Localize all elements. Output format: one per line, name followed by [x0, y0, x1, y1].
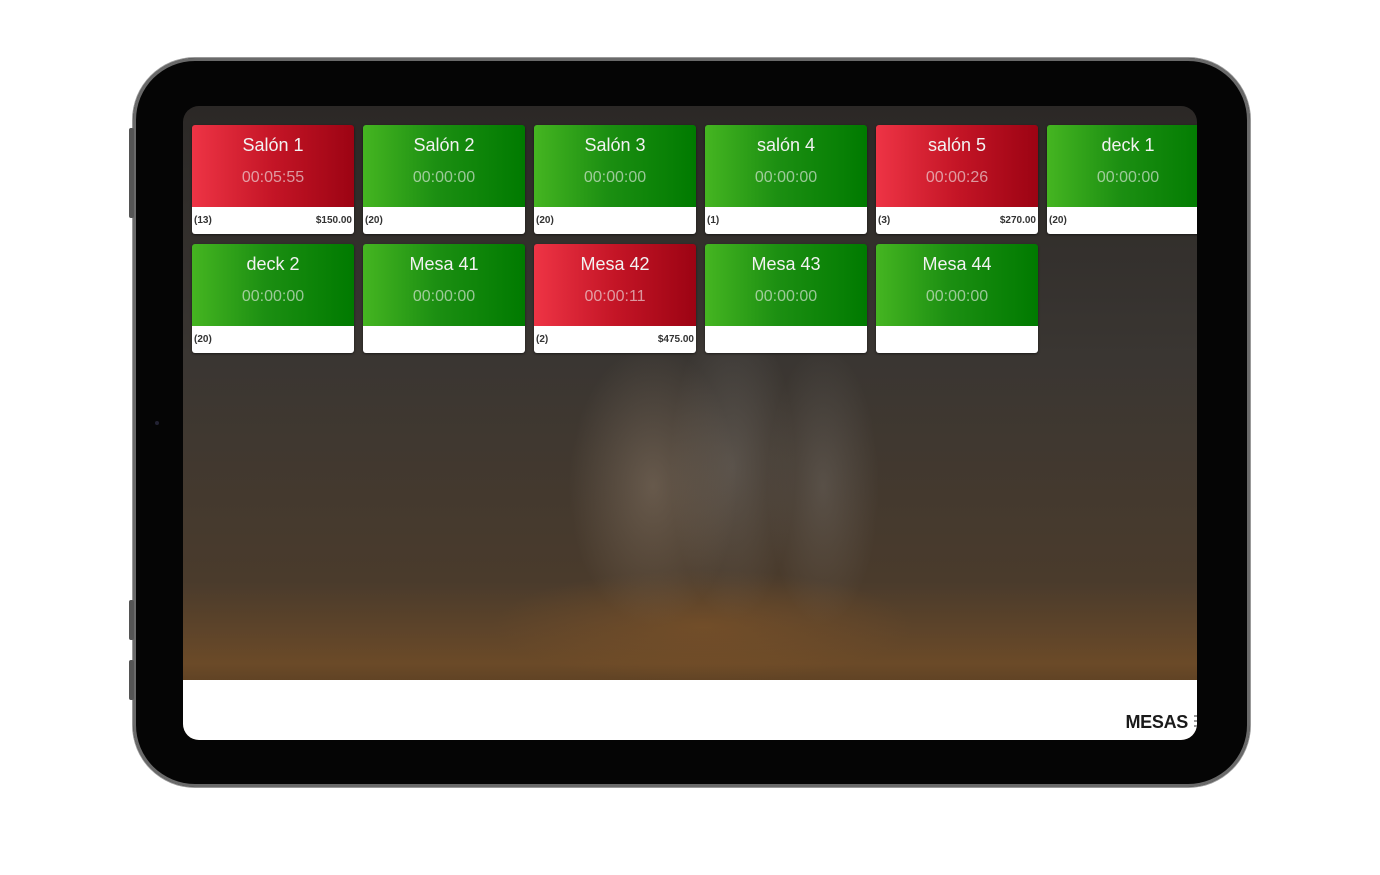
table-tile[interactable]: Salón 3 00:00:00 (20)	[534, 125, 696, 234]
table-timer: 00:00:11	[584, 288, 646, 305]
table-timer: 00:00:00	[754, 169, 818, 186]
table-guests: (3)	[878, 215, 891, 226]
table-footer: (13) $150.00	[192, 207, 354, 234]
bottom-bar: MESAS	[183, 680, 1197, 740]
table-timer: 00:00:00	[412, 288, 476, 305]
table-status-area: Salón 1 00:05:55	[192, 125, 354, 207]
table-timer: 00:00:00	[412, 169, 476, 186]
table-name: deck 2	[246, 254, 300, 274]
more-vert-icon[interactable]	[1194, 715, 1197, 729]
table-name: Mesa 42	[580, 254, 650, 274]
table-timer: 00:00:00	[583, 169, 647, 186]
table-tile[interactable]: Mesa 41 00:00:00	[363, 244, 525, 353]
table-status-area: Mesa 42 00:00:11	[534, 244, 696, 326]
table-status-area: deck 1 00:00:00	[1047, 125, 1197, 207]
table-tile[interactable]: Mesa 43 00:00:00	[705, 244, 867, 353]
table-footer	[705, 326, 867, 353]
volume-button	[129, 128, 134, 218]
table-status-area: Mesa 41 00:00:00	[363, 244, 525, 326]
table-amount: $150.00	[315, 215, 352, 226]
table-guests: (20)	[1049, 215, 1067, 226]
table-guests: (20)	[536, 215, 554, 226]
table-name: Mesa 41	[409, 254, 479, 274]
side-button	[129, 600, 134, 640]
table-name: Mesa 43	[751, 254, 821, 274]
table-status-area: Salón 3 00:00:00	[534, 125, 696, 207]
table-footer: (3) $270.00	[876, 207, 1038, 234]
camera-icon	[155, 421, 159, 425]
table-timer: 00:00:00	[241, 288, 305, 305]
side-button	[129, 660, 134, 700]
table-name: Salón 2	[413, 135, 475, 155]
table-footer: (1)	[705, 207, 867, 234]
table-tile[interactable]: Salón 1 00:05:55 (13) $150.00	[192, 125, 354, 234]
table-name: salón 5	[927, 135, 987, 155]
table-status-area: salón 4 00:00:00	[705, 125, 867, 207]
table-name: Salón 1	[242, 135, 304, 155]
table-status-area: Mesa 43 00:00:00	[705, 244, 867, 326]
table-amount: $270.00	[999, 215, 1036, 226]
table-footer: (20)	[192, 326, 354, 353]
table-status-area: salón 5 00:00:26	[876, 125, 1038, 207]
table-tile[interactable]: Salón 2 00:00:00 (20)	[363, 125, 525, 234]
table-footer	[363, 326, 525, 353]
table-tile[interactable]: deck 2 00:00:00 (20)	[192, 244, 354, 353]
table-tile[interactable]: salón 4 00:00:00 (1)	[705, 125, 867, 234]
table-guests: (1)	[707, 215, 720, 226]
table-name: Salón 3	[584, 135, 646, 155]
table-timer: 00:00:00	[1096, 169, 1160, 186]
table-tile[interactable]: salón 5 00:00:26 (3) $270.00	[876, 125, 1038, 234]
table-tile[interactable]: Mesa 42 00:00:11 (2) $475.00	[534, 244, 696, 353]
table-guests: (20)	[194, 334, 212, 345]
table-status-area: Mesa 44 00:00:00	[876, 244, 1038, 326]
table-status-area: deck 2 00:00:00	[192, 244, 354, 326]
app-screen: Salón 1 00:05:55 (13) $150.00 Salón 2 00…	[183, 106, 1197, 740]
table-status-area: Salón 2 00:00:00	[363, 125, 525, 207]
table-footer: (20)	[363, 207, 525, 234]
tab-mesas[interactable]: MESAS	[1125, 712, 1188, 732]
table-footer: (20)	[1047, 207, 1197, 234]
table-amount: $475.00	[657, 334, 694, 345]
table-guests: (20)	[365, 215, 383, 226]
table-timer: 00:00:26	[925, 169, 989, 186]
table-footer	[876, 326, 1038, 353]
table-tile[interactable]: deck 1 00:00:00 (20)	[1047, 125, 1197, 234]
table-guests: (2)	[536, 334, 549, 345]
table-footer: (20)	[534, 207, 696, 234]
table-name: Mesa 44	[922, 254, 992, 274]
table-footer: (2) $475.00	[534, 326, 696, 353]
table-timer: 00:05:55	[241, 169, 305, 186]
table-tile[interactable]: Mesa 44 00:00:00	[876, 244, 1038, 353]
table-name: salón 4	[756, 135, 816, 155]
table-timer: 00:00:00	[754, 288, 818, 305]
tables-grid: Salón 1 00:05:55 (13) $150.00 Salón 2 00…	[192, 125, 1197, 353]
table-name: deck 1	[1101, 135, 1155, 155]
table-timer: 00:00:00	[925, 288, 989, 305]
table-guests: (13)	[194, 215, 212, 226]
